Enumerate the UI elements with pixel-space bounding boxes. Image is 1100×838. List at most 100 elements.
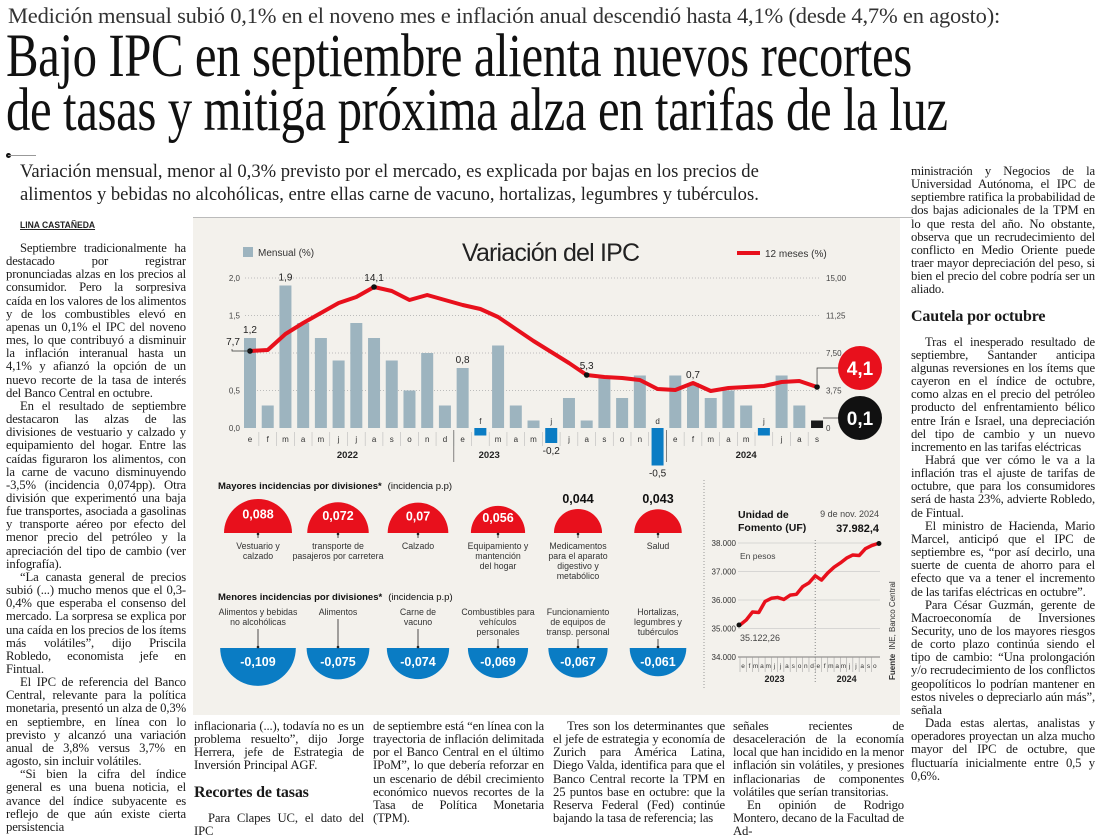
tick-dot <box>256 645 260 649</box>
paragraph: En opinión de Rodrigo Montero, decano de… <box>733 797 904 838</box>
monthly-bar <box>598 375 611 428</box>
incidence-value: 0,072 <box>322 509 353 523</box>
uf-month-label: d <box>810 663 814 670</box>
uf-month-label: j <box>773 663 775 670</box>
column-1: Septiembre tradicionalmente ha destacado… <box>6 241 186 834</box>
incidence-semicircle <box>387 502 449 533</box>
kicker: Medición mensual subió 0,1% en el noveno… <box>8 3 1001 28</box>
uf-year-label: 2024 <box>837 674 857 684</box>
deck-line-1: Variación mensual, menor al 0,3% previst… <box>20 161 759 182</box>
year-label: 2023 <box>479 450 500 461</box>
incidence-label: vacuno <box>404 617 432 627</box>
monthly-bar <box>757 428 770 436</box>
bar-value-label: 1,9 <box>278 273 292 284</box>
incidence-semicircle <box>220 648 296 686</box>
right-axis-tick: 7,50 <box>826 349 842 358</box>
month-tick-label: m <box>495 435 502 444</box>
month-tick-label: o <box>407 435 412 444</box>
monthly-bar <box>704 398 717 428</box>
month-tick-label: s <box>390 435 394 444</box>
monthly-bar <box>438 405 451 428</box>
month-tick-label: m <box>318 435 325 444</box>
source-note: FuenteINE, Banco Central <box>888 581 897 680</box>
month-tick-label: o <box>620 435 625 444</box>
monthly-bar <box>332 360 345 428</box>
incidence-label: Hortalizas, <box>637 607 679 617</box>
incidence-label: Salud <box>647 541 670 551</box>
incidence-label: del hogar <box>480 561 517 571</box>
paragraph: Para Clapes UC, el dato del IPC <box>194 810 364 838</box>
paragraph: En el resultado de septiembre destacaron… <box>6 398 186 571</box>
incidence-semicircle <box>224 499 292 533</box>
divider <box>8 155 36 156</box>
incidence-semicircle <box>553 508 603 533</box>
line-value-label: 7,7 <box>226 337 240 348</box>
incidence-semicircle <box>467 648 529 679</box>
incidence-semicircle <box>634 509 682 533</box>
subheading: Recortes de tasas <box>194 783 309 801</box>
tick-dot <box>256 532 260 536</box>
uf-month-label: s <box>867 663 871 670</box>
uf-month-label: j <box>848 663 850 670</box>
incidence-label: Funcionamiento <box>547 607 610 617</box>
incidence-label: Vestuario y <box>236 541 280 551</box>
paragraph: “Si bien la cifra del índice general es … <box>6 767 186 834</box>
uf-month-label: n <box>804 663 808 670</box>
left-axis-tick: 2,0 <box>229 274 241 283</box>
infographic-top-rule <box>193 217 913 218</box>
month-tick-label: n <box>425 435 429 444</box>
tick-dot <box>496 532 500 536</box>
incidence-value: -0,109 <box>240 655 275 669</box>
incidence-label: de equipos de <box>550 617 605 627</box>
month-tick-label: j <box>762 417 765 426</box>
month-tick-label: n <box>638 435 642 444</box>
monthly-bar <box>722 390 735 428</box>
bar-value-label: 0,8 <box>456 355 470 366</box>
tick-dot <box>656 532 660 536</box>
incidence-value: -0,069 <box>480 655 515 669</box>
annual-callout-value: 4,1 <box>847 359 874 380</box>
incidence-label: Carne de <box>400 607 436 617</box>
tick-dot <box>336 532 340 536</box>
monthly-bar <box>421 353 434 428</box>
tick-dot <box>336 645 340 649</box>
monthly-bar <box>492 345 505 428</box>
column-5: señales recientes de desaceleración de l… <box>733 719 904 838</box>
incidence-label: digestivo y <box>557 561 599 571</box>
monthly-bar <box>687 383 699 428</box>
uf-month-label: m <box>841 663 846 670</box>
incidence-label: no alcohólicas <box>230 617 286 627</box>
incidence-value: 0,044 <box>562 492 593 506</box>
headline-line-1: Bajo IPC en septiembre alienta nuevos re… <box>6 23 912 90</box>
byline: LINA CASTAÑEDA <box>20 220 96 231</box>
incidence-label: legumbres y <box>634 617 683 627</box>
bar-value-label: 1,2 <box>243 325 257 336</box>
monthly-bar <box>545 428 558 443</box>
tick-dot <box>416 645 420 649</box>
uf-date: 9 de nov. 2024 <box>820 509 879 519</box>
annual-callout-circle <box>838 346 882 390</box>
column-6: ministración y Negocios de la Universida… <box>911 164 1095 783</box>
paragraph: Tras el inesperado resultado de septiemb… <box>911 334 1095 454</box>
month-tick-label: d <box>655 417 659 426</box>
incidence-label: calzado <box>243 551 273 561</box>
monthly-bar <box>385 360 398 428</box>
uf-month-label: j <box>779 663 781 670</box>
uf-start-marker <box>736 622 742 628</box>
column-4: Tres son los determinantes que el jefe d… <box>553 719 725 825</box>
year-label: 2022 <box>337 450 358 461</box>
uf-month-label: m <box>753 663 758 670</box>
line-value-label: 14,1 <box>364 273 384 284</box>
month-tick-label: a <box>584 435 589 444</box>
uf-last-value: 37.982,4 <box>836 523 880 535</box>
incidence-semicircle <box>307 502 369 533</box>
uf-line <box>738 541 879 627</box>
uf-y-tick: 36.000 <box>712 596 737 605</box>
incidence-label: Combustibles para <box>461 607 534 617</box>
deck: Variación mensual, menor al 0,3% previst… <box>20 160 900 206</box>
monthly-bar <box>244 338 256 428</box>
uf-month-label: o <box>873 663 877 670</box>
paragraph: “La canasta general de precios subió (..… <box>6 569 186 676</box>
uf-ylabel: En pesos <box>740 551 775 561</box>
paragraph: ministración y Negocios de la Universida… <box>911 164 1095 297</box>
